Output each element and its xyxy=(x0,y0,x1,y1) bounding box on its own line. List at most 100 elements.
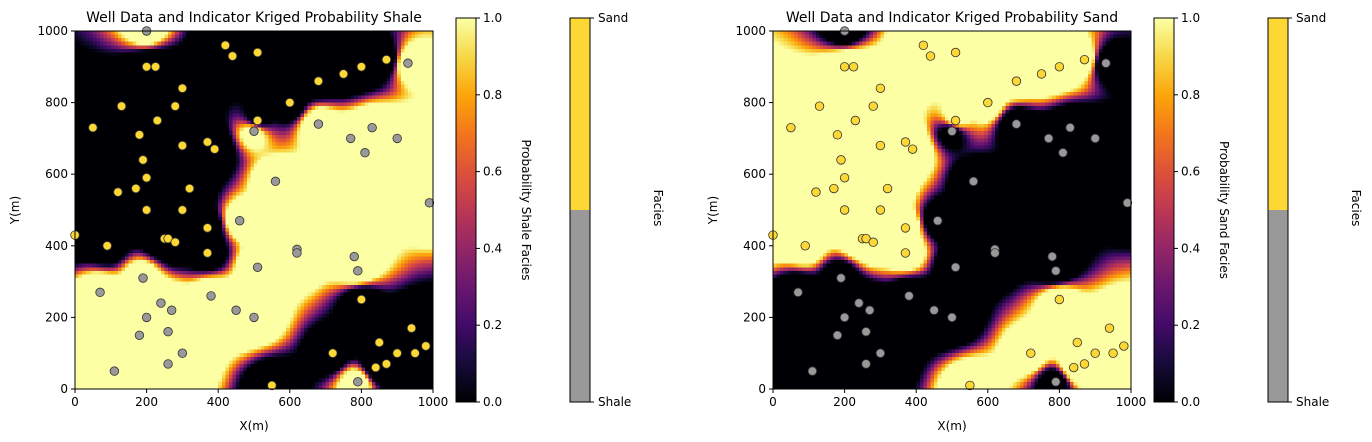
well-point-shale xyxy=(839,312,850,323)
colorbar-frame xyxy=(1153,17,1175,403)
well-point-sand xyxy=(88,122,98,133)
well-point-sand xyxy=(900,248,911,258)
well-point-shale xyxy=(177,348,188,358)
well-point-shale xyxy=(270,176,281,187)
well-point-sand xyxy=(875,140,886,151)
well-point-shale xyxy=(904,291,914,301)
well-point-shale xyxy=(424,198,435,208)
colorbar-label: Probability Sand Facies xyxy=(1217,141,1231,279)
well-point-shale xyxy=(947,312,957,323)
facies-bar-frame xyxy=(1267,17,1289,403)
colorbar-tick-label: 1.0 xyxy=(483,11,502,25)
well-point-sand xyxy=(868,237,878,247)
well-point-shale xyxy=(793,287,803,298)
well-point-shale xyxy=(875,348,886,358)
y-tick-label: 200 xyxy=(45,310,68,324)
well-point-shale xyxy=(353,266,363,276)
colorbar-tick-label: 0.2 xyxy=(483,318,502,332)
x-tick-label: 600 xyxy=(976,395,999,409)
well-point-shale xyxy=(252,262,263,272)
colorbar-gradient-shale xyxy=(456,18,476,402)
well-point-shale xyxy=(861,359,871,369)
well-point-shale xyxy=(163,327,173,337)
facies-label-shale: Shale xyxy=(598,395,631,409)
well-point-shale xyxy=(156,298,166,308)
x-axis-label: X(m) xyxy=(239,419,268,433)
well-point-sand xyxy=(141,62,152,72)
well-point-sand xyxy=(868,101,878,111)
colorbar-tick-label: 0.0 xyxy=(483,395,502,409)
facies-bar-sand xyxy=(1268,18,1288,210)
x-tick-label: 200 xyxy=(135,395,158,409)
well-point-shale xyxy=(163,359,173,369)
well-point-sand xyxy=(950,115,961,126)
x-tick-label: 800 xyxy=(1048,395,1071,409)
well-point-sand xyxy=(1104,323,1115,333)
colorbar-tick-label: 0.4 xyxy=(1181,241,1200,255)
well-point-sand xyxy=(1119,341,1129,351)
colorbar-tick-label: 0.6 xyxy=(483,165,502,179)
well-point-shale xyxy=(1043,133,1054,144)
well-point-sand xyxy=(839,62,850,72)
y-tick-label: 400 xyxy=(743,239,766,253)
well-point-sand xyxy=(800,241,810,251)
well-point-sand xyxy=(848,62,859,72)
y-tick-label: 600 xyxy=(743,167,766,181)
well-point-sand xyxy=(150,62,161,72)
colorbar-tick-label: 0.4 xyxy=(483,241,502,255)
x-tick-label: 0 xyxy=(769,395,777,409)
well-point-sand xyxy=(839,205,850,215)
well-point-shale xyxy=(807,366,818,376)
well-point-sand xyxy=(177,83,188,93)
probability-heatmap-sand xyxy=(773,31,1131,389)
well-point-sand xyxy=(338,69,349,79)
well-point-sand xyxy=(1011,76,1022,86)
well-point-sand xyxy=(381,359,392,369)
well-point-sand xyxy=(900,223,911,233)
well-point-sand xyxy=(406,323,417,333)
facies-bar-label: Facies xyxy=(1349,190,1363,227)
well-point-sand xyxy=(381,54,392,65)
well-point-sand xyxy=(371,362,381,373)
well-point-sand xyxy=(392,348,402,358)
well-point-sand xyxy=(1090,348,1100,358)
well-point-shale xyxy=(1101,58,1111,68)
well-point-sand xyxy=(900,137,911,147)
x-tick-label: 200 xyxy=(833,395,856,409)
well-point-shale xyxy=(1058,148,1068,158)
well-point-sand xyxy=(814,101,825,111)
well-point-sand xyxy=(267,380,277,391)
well-point-shale xyxy=(95,287,105,298)
colorbar-label: Probability Shale Facies xyxy=(519,139,533,280)
colorbar-tick-label: 0.2 xyxy=(1181,318,1200,332)
x-tick-label: 600 xyxy=(278,395,301,409)
y-tick-label: 600 xyxy=(45,167,68,181)
y-axis-label: Y(m) xyxy=(706,196,720,225)
facies-label-shale: Shale xyxy=(1296,395,1329,409)
well-point-sand xyxy=(983,97,993,108)
well-point-shale xyxy=(367,122,377,133)
x-tick-label: 400 xyxy=(207,395,230,409)
well-point-shale xyxy=(206,291,216,301)
well-point-shale xyxy=(1047,251,1057,262)
well-point-shale xyxy=(929,305,939,315)
well-point-shale xyxy=(1011,119,1022,129)
colorbar-tick-label: 0.8 xyxy=(1181,88,1200,102)
well-point-sand xyxy=(138,155,148,165)
well-point-shale xyxy=(249,126,259,136)
colorbar-tick-label: 0.8 xyxy=(483,88,502,102)
well-point-sand xyxy=(1036,69,1047,79)
well-point-shale xyxy=(836,273,846,283)
well-point-sand xyxy=(116,101,127,111)
well-point-sand xyxy=(227,51,238,61)
well-point-shale xyxy=(854,298,864,308)
well-point-sand xyxy=(1054,62,1065,72)
well-point-sand xyxy=(875,205,886,215)
well-point-shale xyxy=(1090,133,1100,144)
well-point-sand xyxy=(141,205,152,215)
well-point-shale xyxy=(990,248,1000,258)
well-point-sand xyxy=(134,130,145,140)
y-tick-label: 800 xyxy=(45,96,68,110)
well-point-sand xyxy=(410,348,420,358)
well-point-shale xyxy=(234,216,245,226)
